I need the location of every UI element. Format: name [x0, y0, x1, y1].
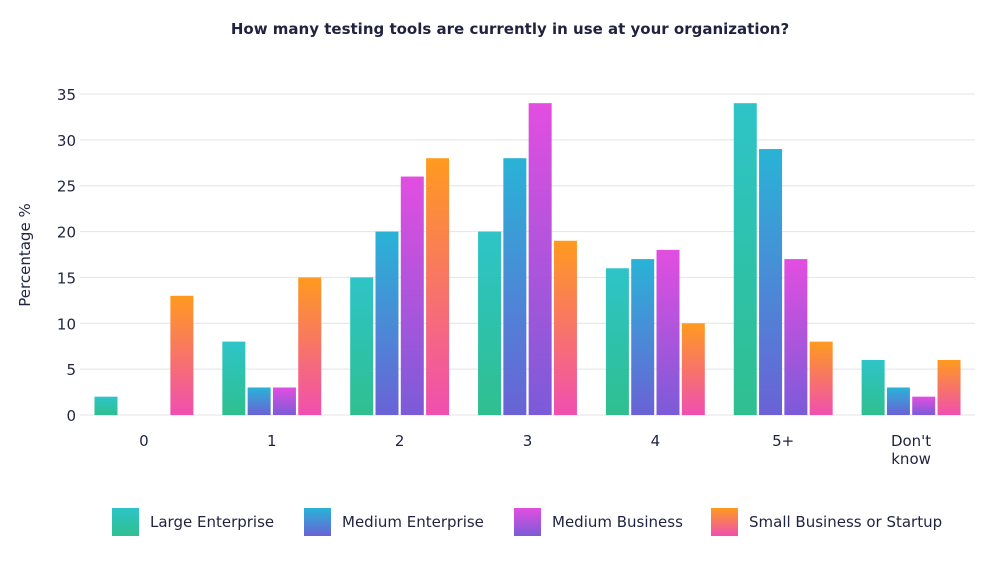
bar [605, 268, 629, 415]
y-axis-ticks: 0 5 10 15 20 25 30 35 [57, 86, 76, 425]
bar [400, 176, 424, 415]
bar [631, 259, 655, 415]
legend-label: Large Enterprise [150, 513, 274, 531]
bar [528, 103, 552, 416]
legend-swatch [514, 508, 541, 536]
legend-swatch [711, 508, 738, 536]
bar [553, 240, 577, 415]
y-tick-label: 10 [57, 315, 76, 333]
x-tick-label: 5+ [772, 432, 794, 450]
legend-swatch [304, 508, 331, 536]
legend-label: Medium Enterprise [342, 513, 484, 531]
y-tick-label: 20 [57, 224, 76, 242]
bar [298, 277, 322, 415]
bar [681, 323, 705, 415]
bar [912, 396, 936, 415]
bars [94, 103, 961, 416]
legend: Large Enterprise Medium Enterprise Medium … [112, 508, 942, 536]
gridlines [80, 93, 975, 416]
bar [426, 158, 450, 415]
bar [350, 277, 374, 415]
x-tick-label: 0 [139, 432, 149, 450]
bar [759, 149, 783, 415]
x-tick-label: Don't know [891, 432, 931, 468]
x-tick-label: 1 [267, 432, 277, 450]
bar [222, 341, 246, 415]
bar [94, 396, 118, 415]
x-tick-label: 4 [651, 432, 661, 450]
bar [478, 231, 502, 415]
legend-label: Medium Business [552, 513, 683, 531]
y-tick-label: 5 [66, 361, 76, 379]
legend-label: Small Business or Startup [749, 513, 942, 531]
bar [733, 103, 757, 416]
bar [886, 387, 910, 415]
bar [784, 259, 808, 415]
y-tick-label: 35 [57, 86, 76, 104]
x-tick-label: 3 [523, 432, 533, 450]
bar [503, 158, 527, 415]
y-tick-label: 25 [57, 178, 76, 196]
chart-title: How many testing tools are currently in … [231, 20, 789, 38]
bar [170, 295, 194, 415]
bar [861, 359, 885, 415]
y-axis-label: Percentage % [16, 203, 34, 306]
bar [937, 359, 961, 415]
bar [272, 387, 296, 415]
bar [375, 231, 399, 415]
y-tick-label: 0 [66, 407, 76, 425]
bar [656, 249, 680, 415]
legend-swatch [112, 508, 139, 536]
y-tick-label: 15 [57, 269, 76, 287]
bar [247, 387, 271, 415]
y-tick-label: 30 [57, 132, 76, 150]
x-axis-ticks: 0 1 2 3 4 5+ Don't know [139, 432, 931, 468]
bar [809, 341, 833, 415]
x-tick-label: 2 [395, 432, 405, 450]
